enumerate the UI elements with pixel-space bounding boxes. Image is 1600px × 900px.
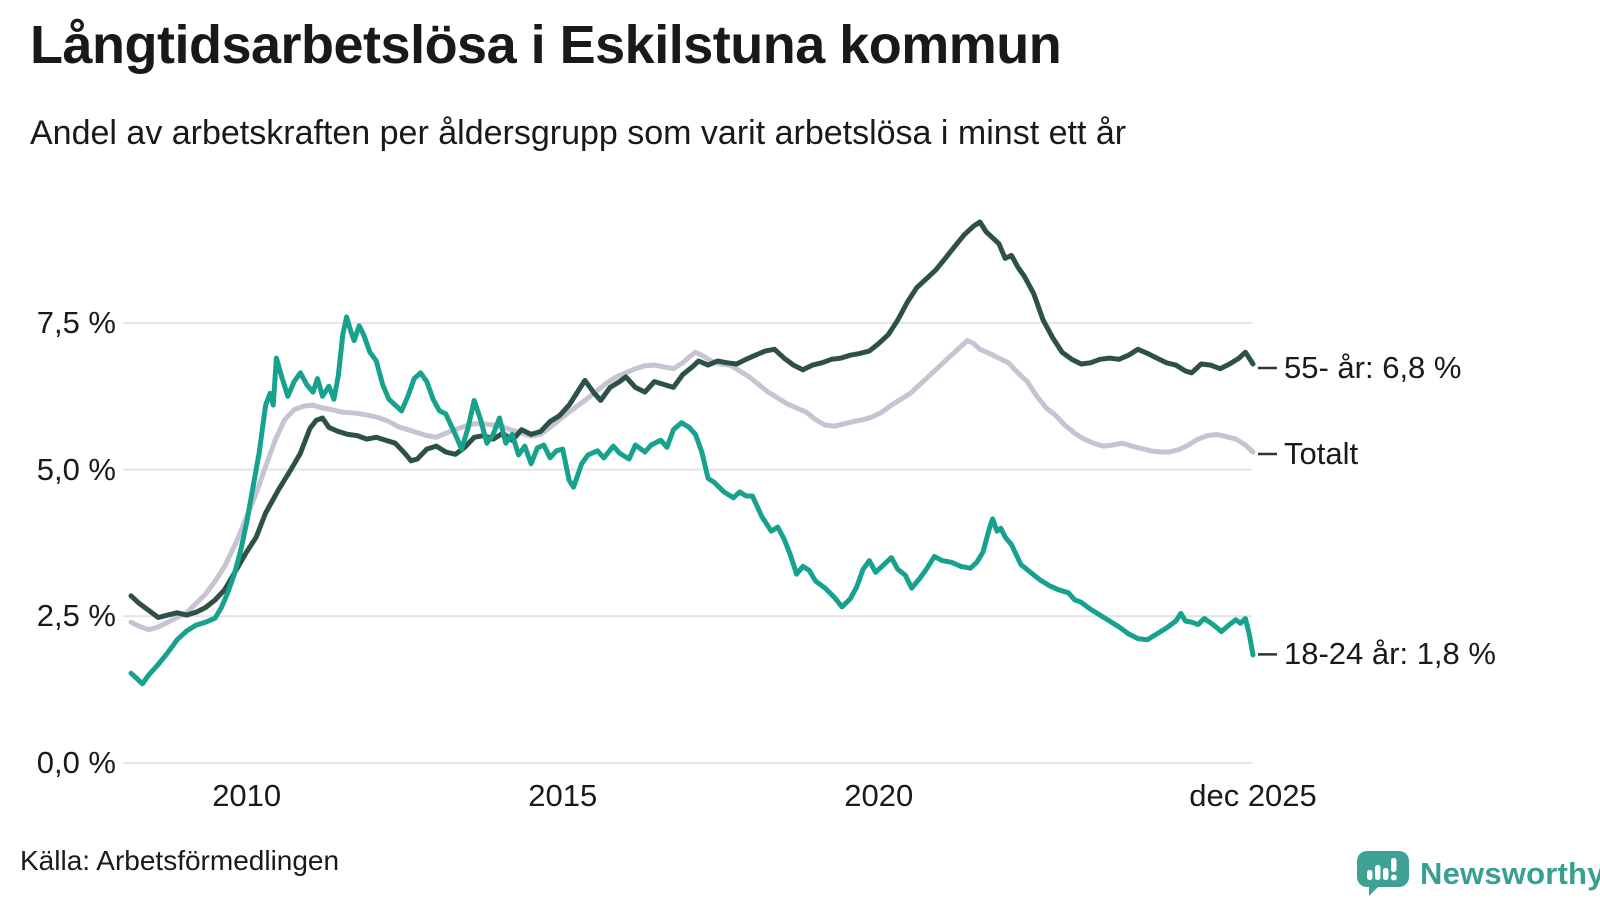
source-note: Källa: Arbetsförmedlingen (20, 845, 340, 876)
bar-chart-speech-bubble-icon (1356, 850, 1410, 897)
series-end-label-18-24: 18-24 år: 1,8 % (1284, 636, 1496, 672)
page-title: Långtidsarbetslösa i Eskilstuna kommun (30, 15, 1062, 75)
series-end-label-totalt: Totalt (1284, 435, 1359, 471)
x-tick-label: dec 2025 (1189, 778, 1317, 813)
y-tick-label: 0,0 % (36, 745, 116, 780)
series-line-18-24-år (128, 314, 1256, 687)
newsworthy-logo[interactable]: Newsworthy (1356, 850, 1600, 897)
x-tick-label: 2015 (528, 778, 598, 813)
newsworthy-wordmark: Newsworthy (1420, 855, 1600, 891)
y-tick-label: 5,0 % (36, 451, 116, 487)
series-line-Totalt (128, 338, 1256, 633)
x-tick-label: 2020 (844, 778, 914, 813)
x-tick-label: 2010 (212, 778, 282, 813)
page-subtitle: Andel av arbetskraften per åldersgrupp s… (30, 114, 1127, 152)
y-tick-label: 2,5 % (36, 598, 116, 634)
series-line-55--år (128, 219, 1256, 620)
series-end-label-55-plus: 55- år: 6,8 % (1284, 349, 1462, 385)
y-tick-label: 7,5 % (36, 304, 116, 340)
